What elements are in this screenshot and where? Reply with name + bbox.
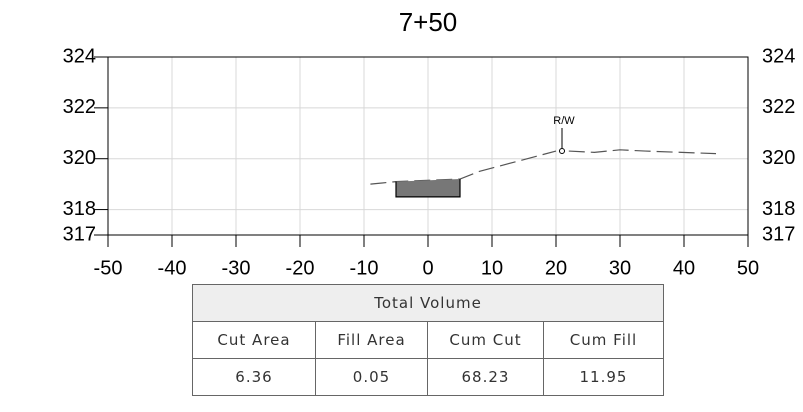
y-tick-label: 317 xyxy=(63,223,96,245)
x-tick-label: -20 xyxy=(286,257,315,279)
rw-marker xyxy=(559,148,565,154)
chart: 7+50 317 317 318 318 320 320 322 322 324 324 -50 -4… xyxy=(63,7,796,279)
y2-tick-label: 324 xyxy=(762,45,795,67)
y-tick-label: 324 xyxy=(63,45,96,67)
x-tick-label: -10 xyxy=(350,257,379,279)
table-title: Total Volume xyxy=(192,284,664,322)
value-cell: 11.95 xyxy=(543,358,664,396)
y-tick-label: 322 xyxy=(63,96,96,118)
x-tick-label: 50 xyxy=(737,257,759,279)
header-cell: Cum Cut xyxy=(427,321,544,359)
x-tick-label: -30 xyxy=(222,257,251,279)
value-cell: 68.23 xyxy=(427,358,544,396)
x-tick-label: 30 xyxy=(609,257,631,279)
x-tick-label: 20 xyxy=(545,257,567,279)
profile-line xyxy=(370,150,557,185)
chart-title: 7+50 xyxy=(399,7,458,37)
value-cell: 6.36 xyxy=(192,358,316,396)
profile-line xyxy=(395,179,461,198)
value-cell: 0.05 xyxy=(315,358,428,396)
profile-line xyxy=(568,149,717,155)
y2-tick-label: 317 xyxy=(762,223,795,245)
y2-tick-label: 322 xyxy=(762,96,795,118)
x-tick-label: -40 xyxy=(158,257,187,279)
x-tick-label: 10 xyxy=(481,257,503,279)
x-tick-label: 40 xyxy=(673,257,695,279)
y2-tick-label: 320 xyxy=(762,147,795,169)
y-tick-label: 320 xyxy=(63,147,96,169)
y-tick-label: 318 xyxy=(63,198,96,220)
header-cell: Cut Area xyxy=(192,321,316,359)
plot-frame xyxy=(107,56,749,236)
y2-tick-label: 318 xyxy=(762,198,795,220)
header-cell: Cum Fill xyxy=(543,321,664,359)
annotation: R/W xyxy=(553,115,575,127)
volume-table: Total Volume Cut Area Fill Area Cum Cut … xyxy=(192,284,664,396)
x-tick-label: 0 xyxy=(422,257,433,279)
x-tick-label: -50 xyxy=(94,257,123,279)
header-cell: Fill Area xyxy=(315,321,428,359)
